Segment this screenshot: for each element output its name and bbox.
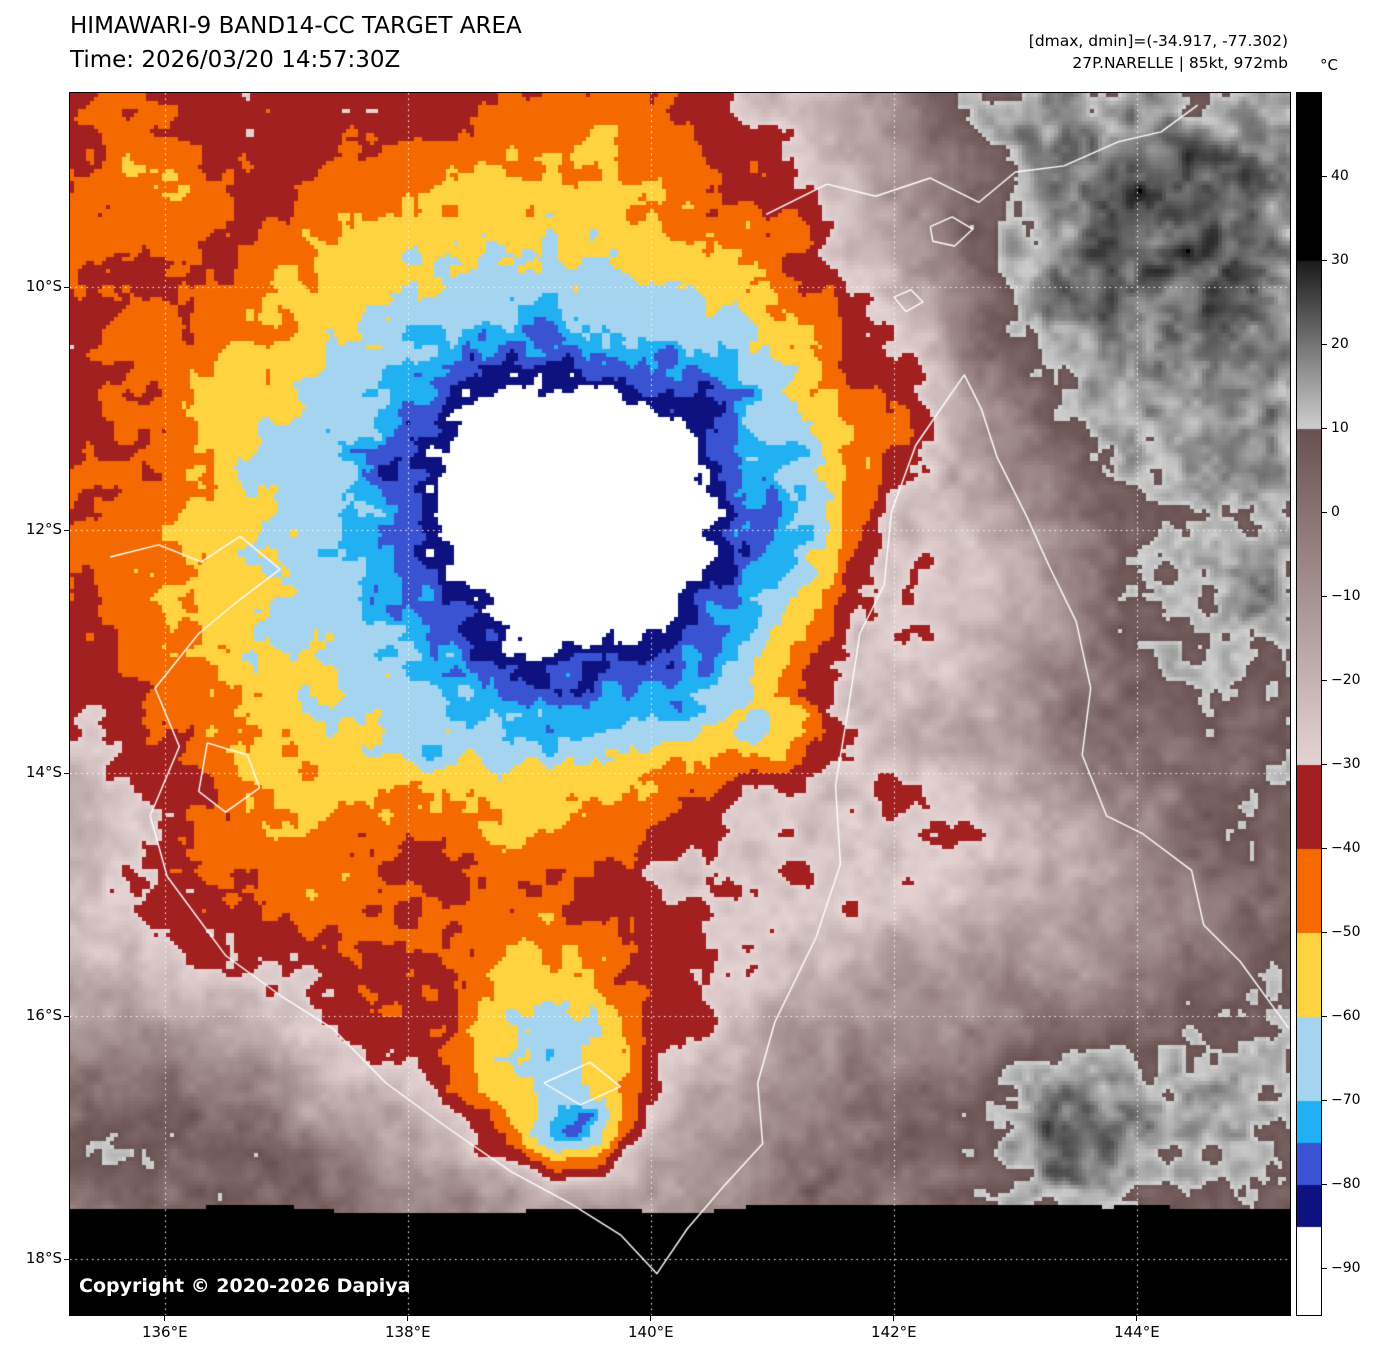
colorbar-tick-label: −50	[1331, 923, 1361, 940]
colorbar-tick-label: −30	[1331, 755, 1361, 772]
product-title: HIMAWARI-9 BAND14-CC TARGET AREA	[70, 13, 522, 39]
colorbar-tick-mark	[1322, 260, 1327, 262]
colorbar-tick-label: 20	[1331, 335, 1349, 352]
colorbar-tick-mark	[1322, 512, 1327, 514]
lon-tick-label: 140°E	[628, 1323, 674, 1341]
lon-tick-label: 144°E	[1114, 1323, 1160, 1341]
colorbar-unit-label: °C	[1320, 56, 1338, 74]
lat-tick-label: 16°S	[25, 1006, 62, 1025]
colorbar-tick-label: 30	[1331, 251, 1349, 268]
colorbar-tick-label: −60	[1331, 1007, 1361, 1024]
lat-tick-label: 18°S	[25, 1249, 62, 1268]
colorbar-tick-label: 40	[1331, 167, 1349, 184]
colorbar-tick-label: −80	[1331, 1175, 1361, 1192]
colorbar-tick-label: −10	[1331, 587, 1361, 604]
header-annotations: [dmax, dmin]=(-34.917, -77.302) 27P.NARE…	[1029, 30, 1288, 74]
lon-tick-label: 138°E	[384, 1323, 431, 1341]
lat-tick-mark	[64, 286, 69, 288]
lat-tick-label: 10°S	[25, 277, 62, 296]
lon-tick-mark	[650, 1316, 652, 1321]
lon-tick-label: 136°E	[141, 1323, 188, 1341]
colorbar-tick-label: 0	[1331, 503, 1340, 520]
map-plot: Copyright © 2020-2026 Dapiya	[69, 92, 1291, 1316]
colorbar-tick-mark	[1322, 176, 1327, 178]
colorbar-tick-mark	[1322, 1184, 1327, 1186]
colorbar-tick-mark	[1322, 428, 1327, 430]
lon-tick-mark	[893, 1316, 895, 1321]
lat-tick-label: 12°S	[25, 520, 62, 539]
lat-tick-mark	[64, 772, 69, 774]
colorbar-tick-mark	[1322, 932, 1327, 934]
colorbar-tick-mark	[1322, 764, 1327, 766]
colorbar-tick-mark	[1322, 1268, 1327, 1270]
lat-tick-mark	[64, 1258, 69, 1260]
colorbar-tick-mark	[1322, 344, 1327, 346]
colorbar-tick-label: −70	[1331, 1091, 1361, 1108]
lat-tick-label: 14°S	[25, 763, 62, 782]
colorbar-tick-label: −90	[1331, 1259, 1361, 1276]
storm-info-annotation: 27P.NARELLE | 85kt, 972mb	[1072, 54, 1288, 72]
product-time: Time: 2026/03/20 14:57:30Z	[70, 47, 401, 73]
colorbar-tick-label: −20	[1331, 671, 1361, 688]
colorbar-tick-mark	[1322, 1016, 1327, 1018]
colorbar-canvas	[1297, 93, 1321, 1315]
colorbar-tick-mark	[1322, 848, 1327, 850]
colorbar-tick-label: 10	[1331, 419, 1349, 436]
colorbar-tick-label: −40	[1331, 839, 1361, 856]
copyright-label: Copyright © 2020-2026 Dapiya	[79, 1275, 411, 1297]
colorbar-tick-mark	[1322, 1100, 1327, 1102]
colorbar-tick-mark	[1322, 680, 1327, 682]
colorbar-tick-mark	[1322, 596, 1327, 598]
lon-tick-mark	[164, 1316, 166, 1321]
lon-tick-mark	[1136, 1316, 1138, 1321]
lat-tick-mark	[64, 1015, 69, 1017]
colorbar	[1296, 92, 1322, 1316]
lon-tick-label: 142°E	[871, 1323, 917, 1341]
lon-tick-mark	[407, 1316, 409, 1321]
dmax-dmin-annotation: [dmax, dmin]=(-34.917, -77.302)	[1028, 32, 1288, 50]
lat-tick-mark	[64, 529, 69, 531]
satellite-image-canvas	[70, 93, 1290, 1315]
